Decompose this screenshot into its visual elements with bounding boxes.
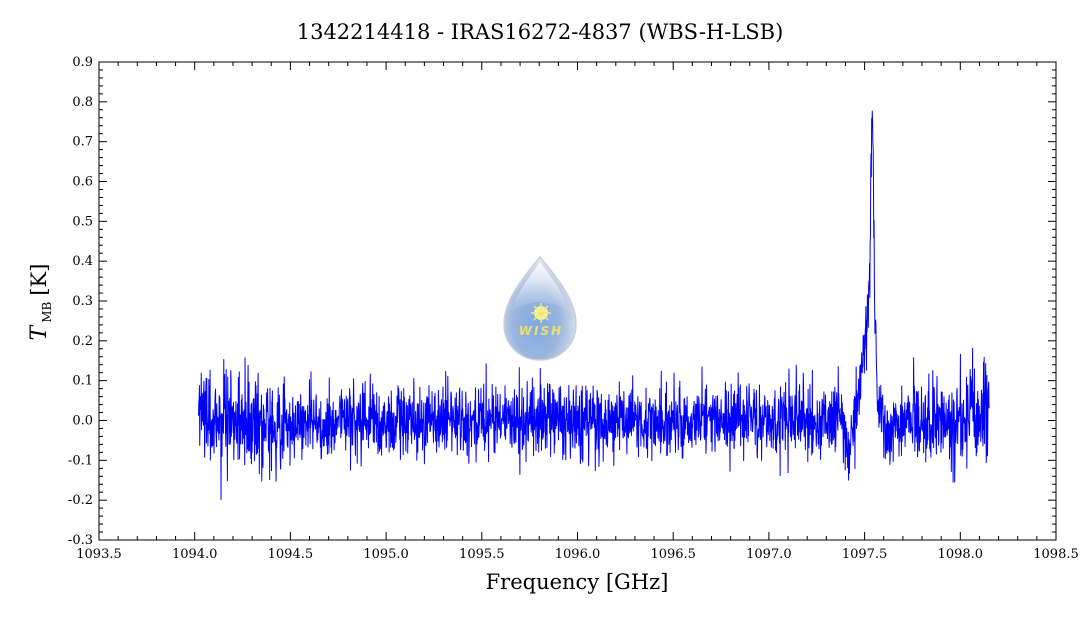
y-tick-label: 0.8 xyxy=(72,95,93,110)
x-tick-label: 1095.0 xyxy=(363,547,409,562)
x-axis-label: Frequency [GHz] xyxy=(486,570,669,594)
chart-title: 1342214418 - IRAS16272-4837 (WBS-H-LSB) xyxy=(297,20,784,44)
x-tick-label: 1097.5 xyxy=(842,547,888,562)
y-tick-label: 0.7 xyxy=(72,135,93,150)
y-tick-label: 0.5 xyxy=(72,214,93,229)
y-tick-label: 0.3 xyxy=(72,294,93,309)
y-tick-labels: -0.3 -0.2 -0.1 0.0 0.1 0.2 0.3 0.4 0.5 0.6 0.7 0.8 0… xyxy=(68,55,93,548)
star-icon xyxy=(531,303,551,323)
y-tick-label: 0.2 xyxy=(72,334,93,349)
x-tick-label: 1096.0 xyxy=(555,547,601,562)
x-tick-label: 1096.5 xyxy=(650,547,696,562)
y-tick-label: 0.4 xyxy=(72,254,93,269)
x-tick-label: 1094.5 xyxy=(268,547,314,562)
x-tick-label: 1098.0 xyxy=(938,547,984,562)
y-tick-label: 0.6 xyxy=(72,175,93,190)
axis-ticks xyxy=(98,61,1057,541)
x-tick-label: 1095.5 xyxy=(459,547,505,562)
x-tick-label: 1093.5 xyxy=(76,547,122,562)
plot-frame xyxy=(98,61,1057,541)
y-tick-label: -0.1 xyxy=(68,453,93,468)
x-tick-label: 1094.0 xyxy=(172,547,218,562)
x-tick-labels: 1093.5 1094.0 1094.5 1095.0 1095.5 1096.0 1096… xyxy=(76,547,1079,562)
y-tick-label: -0.3 xyxy=(68,533,93,548)
y-tick-label: 0.9 xyxy=(72,55,93,70)
y-axis-label-unit: [K] xyxy=(27,264,51,296)
logo-text: WISH xyxy=(519,324,563,338)
y-axis-label-sub: MB xyxy=(40,301,54,322)
y-axis-label: TMB [K] xyxy=(27,264,54,341)
x-tick-label: 1098.5 xyxy=(1033,547,1079,562)
series-line xyxy=(198,110,990,501)
svg-text:TMB[K]: TMB [K] xyxy=(27,264,54,341)
y-tick-label: 0.1 xyxy=(72,374,93,389)
y-tick-label: -0.2 xyxy=(68,493,93,508)
y-tick-label: 0.0 xyxy=(72,414,93,429)
wish-logo: WISH xyxy=(503,255,577,361)
y-axis-label-main: T xyxy=(27,323,52,340)
x-tick-label: 1097.0 xyxy=(746,547,792,562)
